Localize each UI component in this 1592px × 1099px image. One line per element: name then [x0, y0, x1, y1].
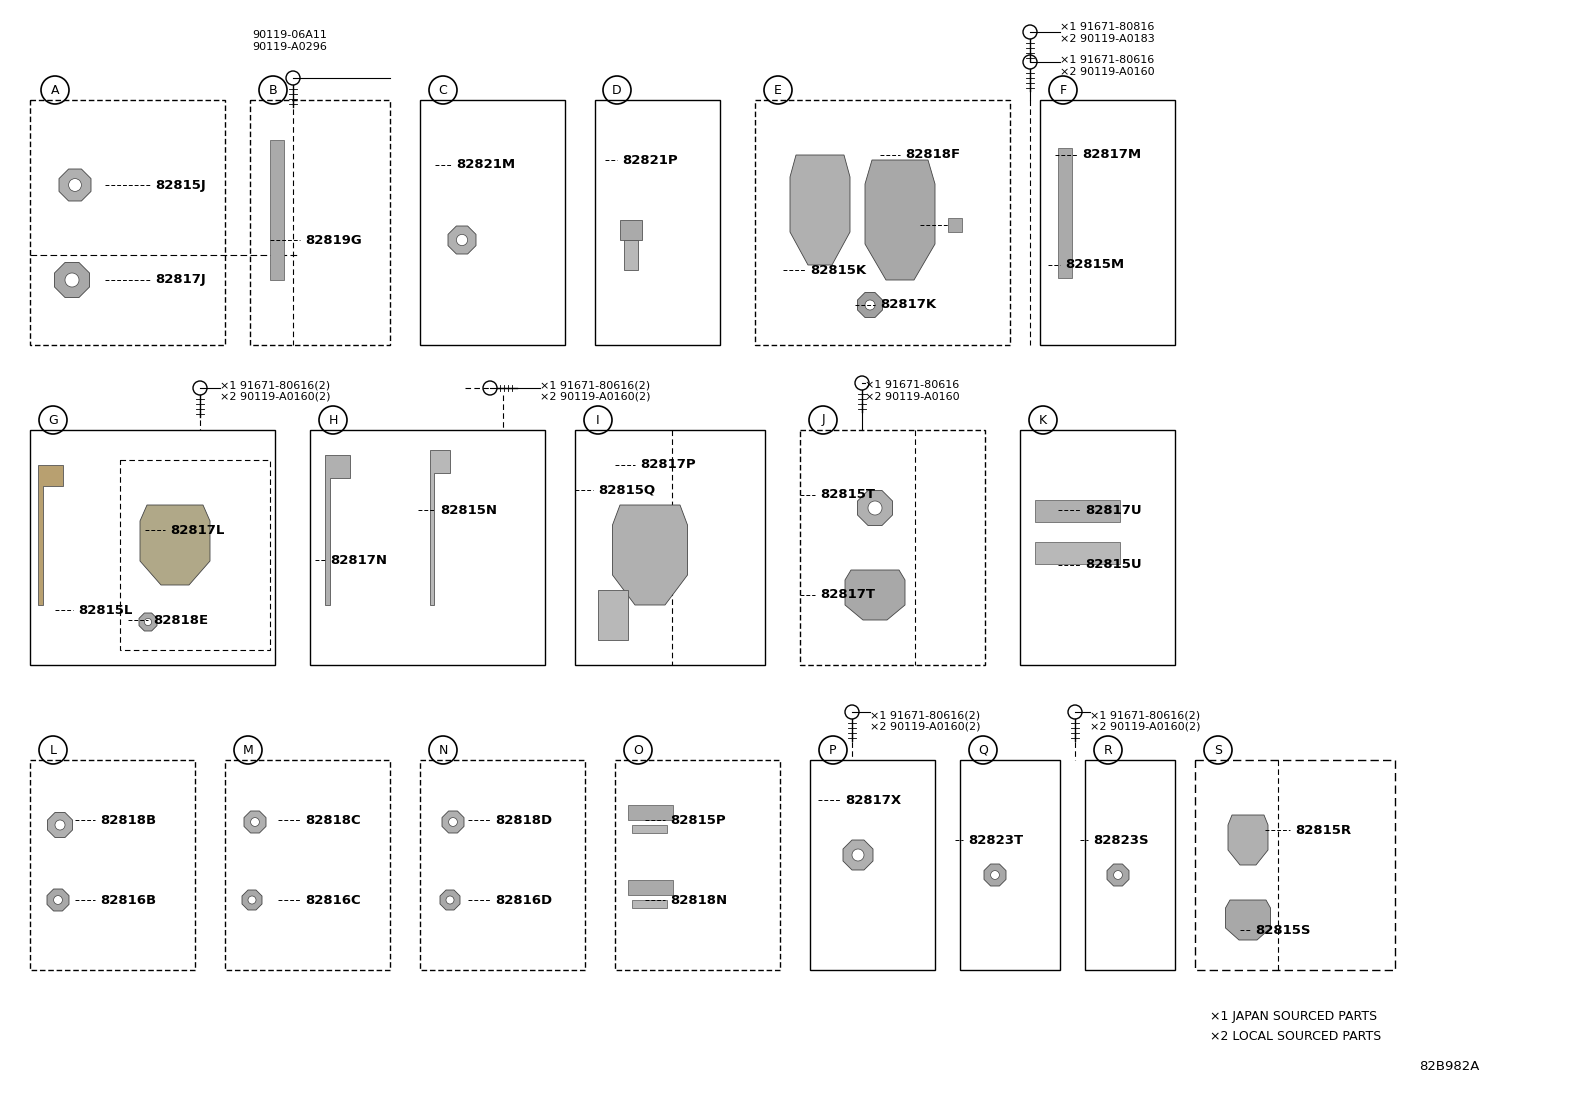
Text: 82823S: 82823S	[1094, 833, 1148, 846]
Bar	[1035, 500, 1121, 522]
Circle shape	[990, 870, 1000, 879]
Text: P: P	[829, 744, 837, 756]
Text: 82816B: 82816B	[100, 893, 156, 907]
Text: ×1 91671-80616
×2 90119-A0160: ×1 91671-80616 ×2 90119-A0160	[1060, 55, 1154, 77]
Polygon shape	[1226, 900, 1270, 940]
Text: L: L	[49, 744, 56, 756]
Text: 82815R: 82815R	[1294, 823, 1352, 836]
Bar	[119, 460, 271, 650]
Polygon shape	[1227, 815, 1267, 865]
Text: 82815K: 82815K	[810, 264, 866, 277]
Text: C: C	[439, 84, 447, 97]
Bar	[627, 880, 673, 895]
Circle shape	[65, 273, 80, 287]
Text: 82819G: 82819G	[306, 233, 361, 246]
Text: 82815N: 82815N	[439, 503, 497, 517]
Text: 82821M: 82821M	[455, 158, 516, 171]
Text: I: I	[595, 413, 600, 426]
Text: 82817L: 82817L	[170, 523, 224, 536]
Bar	[619, 220, 642, 240]
Circle shape	[1113, 870, 1122, 879]
Bar	[632, 825, 667, 833]
Text: 82823T: 82823T	[968, 833, 1024, 846]
Polygon shape	[325, 455, 350, 606]
Circle shape	[852, 850, 864, 861]
Bar	[420, 100, 565, 345]
Bar	[30, 430, 275, 665]
Text: 82815P: 82815P	[670, 813, 726, 826]
Bar	[599, 590, 627, 640]
Text: 82815U: 82815U	[1086, 558, 1141, 571]
Text: 82815Q: 82815Q	[599, 484, 656, 497]
Text: 82815L: 82815L	[78, 603, 132, 617]
Text: 82817U: 82817U	[1086, 503, 1141, 517]
Polygon shape	[38, 465, 64, 606]
Polygon shape	[790, 155, 850, 265]
Text: 82818E: 82818E	[153, 613, 209, 626]
Polygon shape	[439, 890, 460, 910]
Circle shape	[250, 818, 259, 826]
Bar	[595, 100, 720, 345]
Polygon shape	[1106, 864, 1129, 886]
Text: 82815M: 82815M	[1065, 258, 1124, 271]
Text: 82817J: 82817J	[154, 274, 205, 287]
Bar	[810, 761, 935, 970]
Text: 82817T: 82817T	[820, 588, 876, 601]
Polygon shape	[858, 490, 893, 525]
Text: E: E	[774, 84, 782, 97]
Bar	[624, 240, 638, 270]
Text: ×1 91671-80816
×2 90119-A0183: ×1 91671-80816 ×2 90119-A0183	[1060, 22, 1154, 44]
Text: K: K	[1040, 413, 1048, 426]
Text: 82818D: 82818D	[495, 813, 552, 826]
Text: 82817N: 82817N	[330, 554, 387, 566]
Bar	[947, 218, 962, 232]
Text: H: H	[328, 413, 338, 426]
Text: 82818F: 82818F	[904, 148, 960, 162]
Circle shape	[446, 896, 454, 904]
Text: O: O	[634, 744, 643, 756]
Circle shape	[449, 818, 457, 826]
Text: M: M	[242, 744, 253, 756]
Bar	[30, 761, 194, 970]
Circle shape	[54, 896, 62, 904]
Circle shape	[145, 619, 151, 625]
Text: ×1 91671-80616(2)
×2 90119-A0160(2): ×1 91671-80616(2) ×2 90119-A0160(2)	[220, 380, 331, 401]
Bar	[271, 140, 283, 280]
Text: J: J	[821, 413, 825, 426]
Text: B: B	[269, 84, 277, 97]
Polygon shape	[244, 811, 266, 833]
Text: ×1 JAPAN SOURCED PARTS: ×1 JAPAN SOURCED PARTS	[1210, 1010, 1377, 1023]
Text: 82817P: 82817P	[640, 458, 696, 471]
Polygon shape	[443, 811, 463, 833]
Text: 82817X: 82817X	[845, 793, 901, 807]
Bar	[960, 761, 1060, 970]
Text: 90119-06A11
90119-A0296: 90119-06A11 90119-A0296	[253, 30, 328, 52]
Text: 82816C: 82816C	[306, 893, 361, 907]
Circle shape	[868, 501, 882, 515]
Polygon shape	[984, 864, 1006, 886]
Bar	[250, 100, 390, 345]
Text: 82821P: 82821P	[622, 154, 678, 167]
Polygon shape	[48, 812, 73, 837]
Text: 82818B: 82818B	[100, 813, 156, 826]
Bar	[1020, 430, 1175, 665]
Polygon shape	[864, 160, 935, 280]
Bar	[1059, 148, 1071, 278]
Text: D: D	[613, 84, 622, 97]
Circle shape	[68, 179, 81, 191]
Polygon shape	[139, 613, 158, 631]
Bar	[627, 804, 673, 820]
Bar	[1035, 542, 1121, 564]
Text: R: R	[1103, 744, 1113, 756]
Text: 82815J: 82815J	[154, 178, 205, 191]
Text: 82818N: 82818N	[670, 893, 728, 907]
Text: G: G	[48, 413, 57, 426]
Polygon shape	[845, 570, 904, 620]
Text: ×1 91671-80616(2)
×2 90119-A0160(2): ×1 91671-80616(2) ×2 90119-A0160(2)	[869, 710, 981, 732]
Text: 82818C: 82818C	[306, 813, 361, 826]
Bar	[420, 761, 584, 970]
Circle shape	[864, 300, 876, 310]
Bar	[310, 430, 544, 665]
Polygon shape	[613, 506, 688, 606]
Text: A: A	[51, 84, 59, 97]
